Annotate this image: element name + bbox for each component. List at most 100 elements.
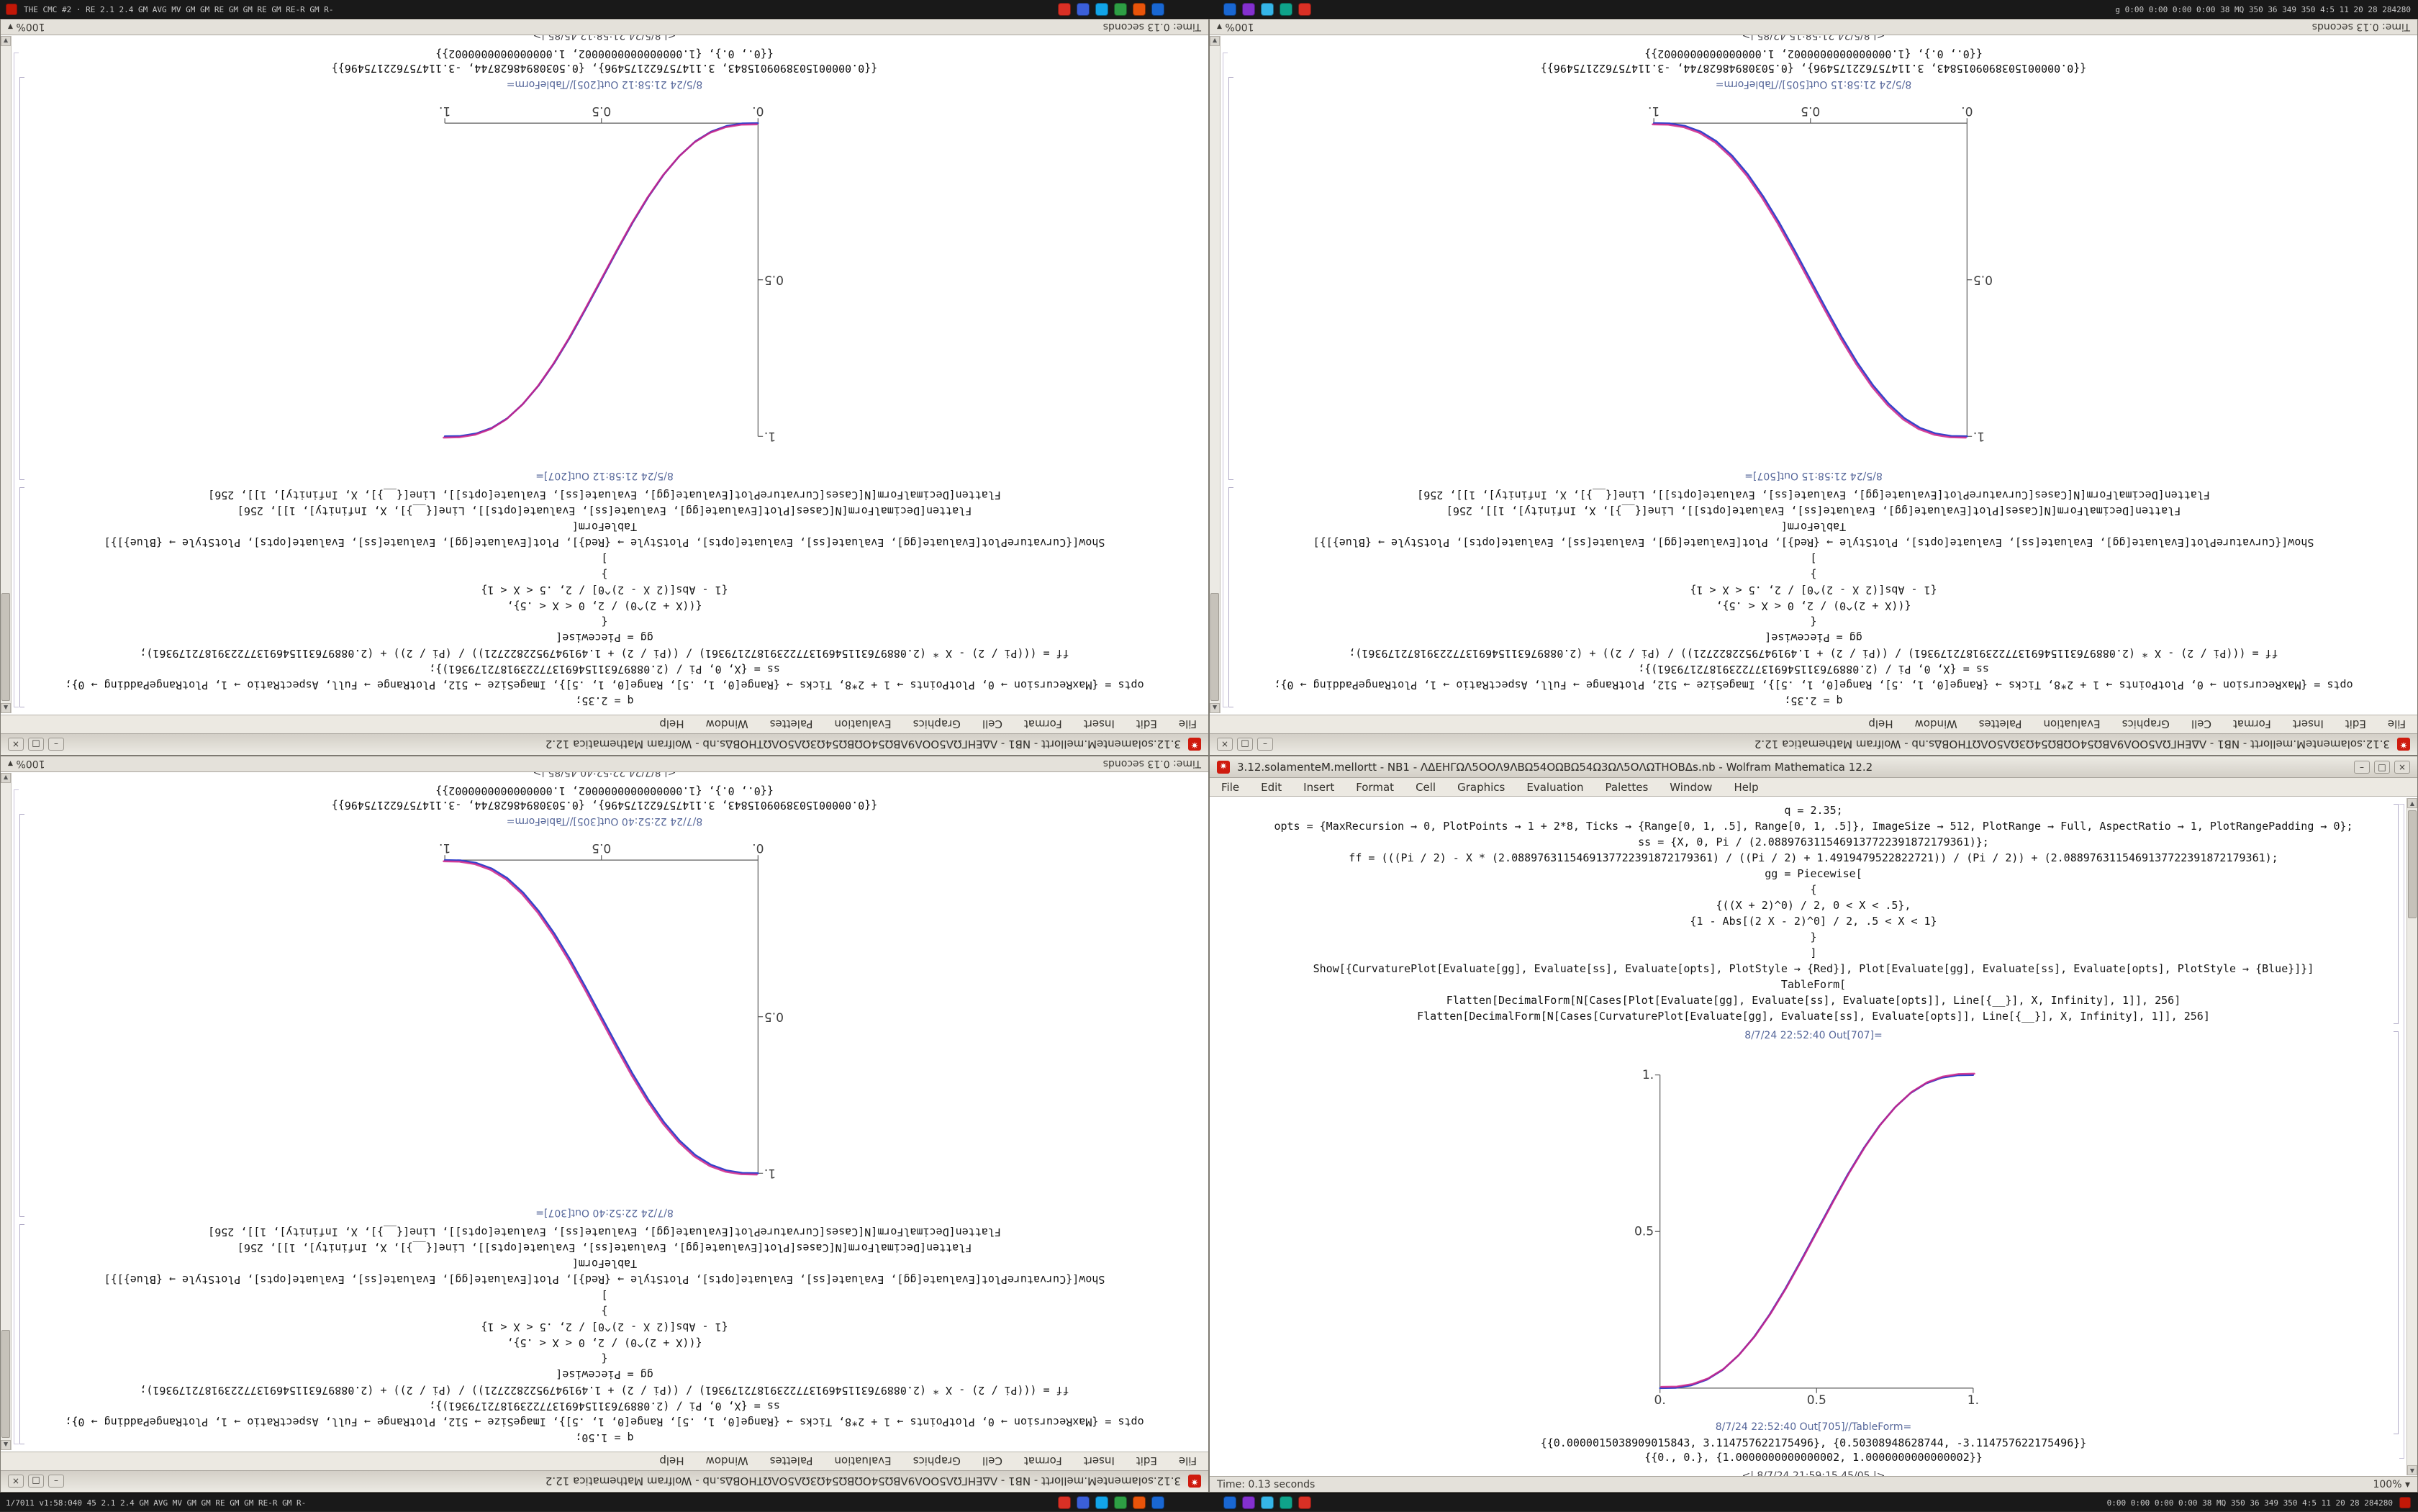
- menu-item-evaluation[interactable]: Evaluation: [2043, 717, 2101, 731]
- menu-item-edit[interactable]: Edit: [1136, 1454, 1157, 1468]
- input-cell-line[interactable]: Flatten[DecimalForm[N[Cases[Plot[Evaluat…: [1446, 504, 2181, 517]
- input-cell-line[interactable]: {1 - Abs[(2 X - 2)^0] / 2, .5 < X < 1}: [1690, 584, 1937, 597]
- menu-item-insert[interactable]: Insert: [1083, 1454, 1115, 1468]
- scrollbar-thumb[interactable]: [1210, 593, 1219, 701]
- input-cell-line[interactable]: gg = Piecewise[: [1765, 631, 1862, 644]
- tray-icon[interactable]: [1133, 1496, 1146, 1509]
- tray-icon[interactable]: [1058, 3, 1071, 16]
- input-cell-line[interactable]: ]: [601, 552, 608, 565]
- scrollbar-thumb[interactable]: [2408, 810, 2417, 918]
- status-zoom[interactable]: 100% ▾: [8, 21, 45, 33]
- input-cell-line[interactable]: ff = (((Pi / 2) - X * (2.088976311546913…: [1349, 647, 2278, 660]
- input-cell-line[interactable]: {: [1810, 883, 1817, 896]
- input-cell-line[interactable]: {((X + 2)^0) / 2, 0 < X < .5},: [507, 599, 702, 612]
- input-cell-line[interactable]: TableForm[: [571, 520, 638, 533]
- menu-item-insert[interactable]: Insert: [1083, 717, 1115, 731]
- menu-item-graphics[interactable]: Graphics: [913, 1454, 961, 1468]
- menu-item-graphics[interactable]: Graphics: [2122, 717, 2170, 731]
- cell-group-bracket[interactable]: [14, 53, 19, 707]
- maximize-button[interactable]: □: [28, 738, 44, 751]
- input-cell-line[interactable]: gg = Piecewise[: [556, 631, 653, 644]
- tray-icon[interactable]: [1133, 3, 1146, 16]
- menu-item-cell[interactable]: Cell: [1416, 780, 1436, 794]
- tray-icon[interactable]: [1223, 3, 1236, 16]
- input-cell-line[interactable]: Show[{CurvaturePlot[Evaluate[gg], Evalua…: [104, 536, 1105, 549]
- cell-bracket[interactable]: [19, 814, 24, 1217]
- menu-item-cell[interactable]: Cell: [982, 717, 1002, 731]
- tray-icon[interactable]: [1298, 3, 1311, 16]
- menu-item-cell[interactable]: Cell: [982, 1454, 1002, 1468]
- input-cell-line[interactable]: {1 - Abs[(2 X - 2)^0] / 2, .5 < X < 1}: [1690, 915, 1937, 928]
- input-cell-line[interactable]: Flatten[DecimalForm[N[Cases[CurvaturePlo…: [1417, 1010, 2210, 1023]
- menu-item-format[interactable]: Format: [1023, 1454, 1062, 1468]
- input-cell-line[interactable]: Flatten[DecimalForm[N[Cases[Plot[Evaluat…: [237, 1241, 972, 1254]
- menu-item-file[interactable]: File: [1221, 780, 1240, 794]
- input-cell-line[interactable]: ss = {X, 0, Pi / (2.08897631154691377223…: [429, 1400, 780, 1413]
- cell-bracket[interactable]: [2394, 804, 2399, 1024]
- menu-item-window[interactable]: Window: [705, 717, 748, 731]
- input-cell-line[interactable]: ss = {X, 0, Pi / (2.08897631154691377223…: [1638, 663, 1989, 676]
- menu-item-help[interactable]: Help: [1868, 717, 1893, 731]
- input-cell-line[interactable]: ff = (((Pi / 2) - X * (2.088976311546913…: [1349, 851, 2278, 864]
- tray-icon[interactable]: [1114, 1496, 1127, 1509]
- input-cell-line[interactable]: Flatten[DecimalForm[N[Cases[CurvaturePlo…: [1417, 489, 2210, 502]
- titlebar[interactable]: ✷ 3.12.solamenteM.mellortt - NB1 - ΛΔΕΗΓ…: [1, 733, 1208, 755]
- input-cell-line[interactable]: {1 - Abs[(2 X - 2)^0] / 2, .5 < X < 1}: [481, 584, 728, 597]
- input-cell-line[interactable]: {: [601, 1352, 608, 1365]
- status-zoom[interactable]: 100% ▾: [2373, 1478, 2410, 1490]
- menu-item-format[interactable]: Format: [2232, 717, 2271, 731]
- scrollbar-down-button[interactable]: ▼: [1210, 36, 1220, 46]
- menu-item-format[interactable]: Format: [1356, 780, 1395, 794]
- close-button[interactable]: ×: [1217, 738, 1233, 751]
- maximize-button[interactable]: □: [2374, 760, 2390, 774]
- menu-item-help[interactable]: Help: [1734, 780, 1759, 794]
- menu-item-file[interactable]: File: [1178, 717, 1197, 731]
- menu-item-format[interactable]: Format: [1023, 717, 1062, 731]
- launcher-icon[interactable]: [6, 4, 17, 15]
- menu-item-graphics[interactable]: Graphics: [1457, 780, 1505, 794]
- scrollbar[interactable]: ▲ ▼: [1, 773, 12, 1450]
- input-cell-line[interactable]: {: [601, 615, 608, 628]
- input-cell-line[interactable]: TableForm[: [1780, 978, 1847, 991]
- tray-icon[interactable]: [1261, 1496, 1274, 1509]
- cell-group-bracket[interactable]: [14, 789, 19, 1444]
- tray-icon[interactable]: [1280, 3, 1292, 16]
- titlebar[interactable]: ✷ 3.12.solamenteM.mellortt - NB1 - ΛΔΕΗΓ…: [1210, 756, 2417, 778]
- menu-item-evaluation[interactable]: Evaluation: [834, 717, 892, 731]
- menu-item-file[interactable]: File: [2387, 717, 2406, 731]
- menu-item-palettes[interactable]: Palettes: [769, 717, 813, 731]
- titlebar[interactable]: ✷ 3.12.solamenteM.mellortt - NB1 - ΛΔΕΗΓ…: [1210, 733, 2417, 755]
- maximize-button[interactable]: □: [1237, 738, 1253, 751]
- minimize-button[interactable]: –: [2354, 760, 2370, 774]
- tray-icon[interactable]: [1151, 1496, 1164, 1509]
- menu-item-evaluation[interactable]: Evaluation: [834, 1454, 892, 1468]
- tray-icon[interactable]: [1298, 1496, 1311, 1509]
- scrollbar-up-button[interactable]: ▲: [1210, 703, 1220, 713]
- scrollbar-down-button[interactable]: ▼: [1, 773, 11, 783]
- input-cell-line[interactable]: }: [1810, 931, 1817, 943]
- input-cell-line[interactable]: Flatten[DecimalForm[N[Cases[Plot[Evaluat…: [1446, 994, 2181, 1007]
- menu-item-file[interactable]: File: [1178, 1454, 1197, 1468]
- input-cell-line[interactable]: q = 1.50;: [575, 1431, 634, 1444]
- menu-item-insert[interactable]: Insert: [1303, 780, 1335, 794]
- scrollbar[interactable]: ▲ ▼: [1, 36, 12, 713]
- input-cell-line[interactable]: opts = {MaxRecursion → 0, PlotPoints → 1…: [1274, 820, 2353, 833]
- input-cell-line[interactable]: q = 2.35;: [1784, 694, 1843, 707]
- tray-icon[interactable]: [1114, 3, 1127, 16]
- input-cell-line[interactable]: ]: [601, 1289, 608, 1302]
- input-cell-line[interactable]: gg = Piecewise[: [556, 1368, 653, 1381]
- status-zoom[interactable]: 100% ▾: [1217, 21, 1254, 33]
- close-button[interactable]: ×: [8, 1475, 24, 1488]
- menu-item-edit[interactable]: Edit: [1136, 717, 1157, 731]
- menu-item-edit[interactable]: Edit: [1261, 780, 1282, 794]
- tray-icon[interactable]: [1058, 1496, 1071, 1509]
- input-cell-line[interactable]: {((X + 2)^0) / 2, 0 < X < .5},: [1716, 599, 1911, 612]
- tray-icon[interactable]: [1223, 1496, 1236, 1509]
- input-cell-line[interactable]: ]: [1810, 946, 1817, 959]
- input-cell-line[interactable]: q = 2.35;: [575, 694, 634, 707]
- tray-icon[interactable]: [1242, 1496, 1255, 1509]
- cell-bracket[interactable]: [1228, 487, 1233, 707]
- cell-bracket[interactable]: [19, 1224, 24, 1444]
- input-cell-line[interactable]: Flatten[DecimalForm[N[Cases[CurvaturePlo…: [208, 489, 1001, 502]
- cell-bracket[interactable]: [19, 77, 24, 480]
